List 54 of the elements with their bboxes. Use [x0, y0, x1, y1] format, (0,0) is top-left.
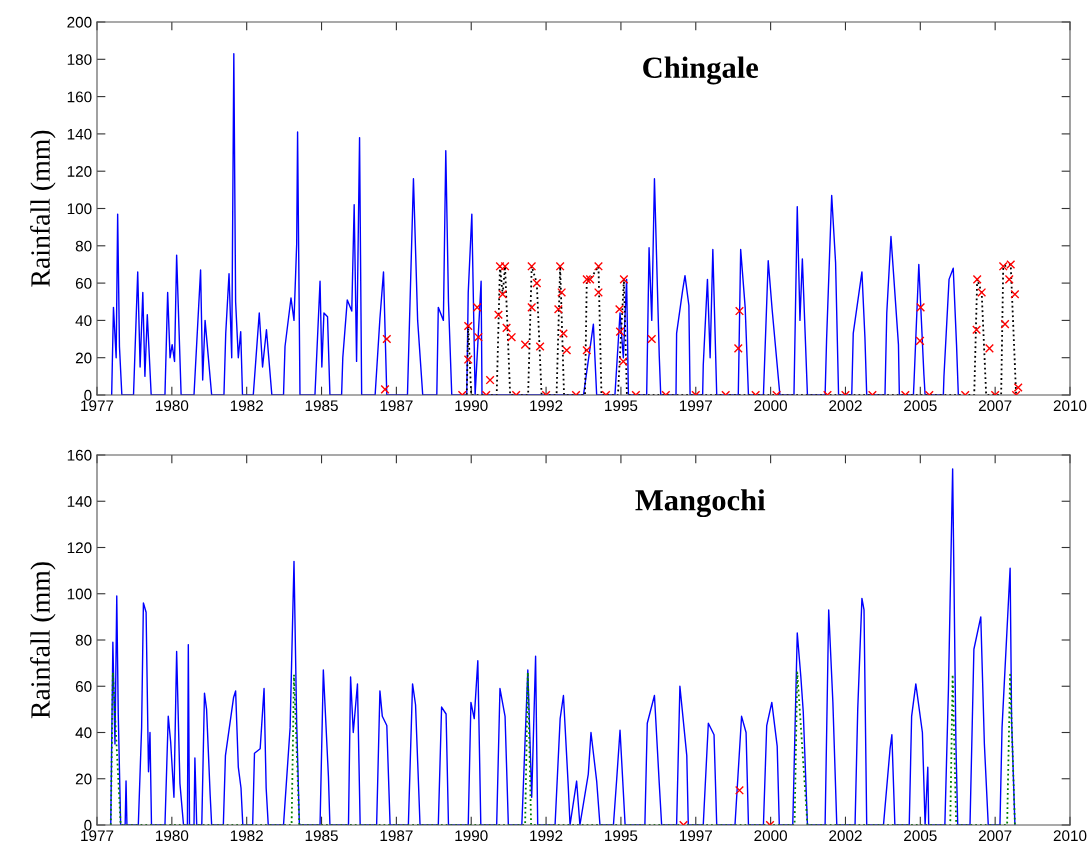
x-tick-label: 1980 [156, 830, 189, 842]
x-tick-label: 1995 [605, 400, 638, 412]
x-tick-label: 2010 [1053, 400, 1087, 412]
x-tick-label: 2002 [829, 400, 862, 412]
x-tick-label: 1977 [81, 830, 114, 842]
y-axis-title: Rainfall (mm) [30, 562, 56, 719]
y-tick-label: 20 [75, 352, 92, 364]
y-tick-label: 60 [75, 681, 92, 692]
x-tick-label: 1997 [679, 830, 712, 842]
y-tick-label: 100 [67, 203, 92, 215]
x-tick-label: 1982 [230, 400, 263, 412]
y-tick-label: 140 [67, 496, 92, 507]
y-tick-label: 80 [75, 240, 92, 252]
x-tick-label: 1987 [380, 400, 413, 412]
x-tick-label: 2007 [978, 830, 1012, 842]
x-tick-label: 2007 [978, 400, 1012, 412]
y-tick-label: 40 [75, 315, 92, 327]
y-tick-label: 100 [67, 588, 92, 600]
x-tick-label: 1977 [81, 400, 114, 412]
y-tick-label: 60 [75, 277, 92, 289]
y-tick-label: 140 [67, 128, 92, 140]
x-tick-label: 1990 [455, 400, 488, 412]
text: Chingale [643, 56, 759, 85]
x-tick-label: 2000 [754, 830, 788, 842]
y-tick-label: 0 [84, 389, 92, 401]
text: Mangochi [635, 489, 766, 518]
line-series [110, 53, 960, 395]
y-tick-label: 120 [67, 542, 92, 554]
x-tick-label: 1997 [679, 400, 712, 412]
x-tick-label: 1992 [530, 400, 563, 412]
x-tick-label: 2002 [829, 830, 862, 842]
y-tick-label: 120 [67, 166, 92, 177]
x-tick-label: 1980 [156, 400, 189, 412]
x-tick-label: 2010 [1053, 830, 1087, 842]
x-tick-label: 2000 [754, 400, 788, 412]
y-tick-label: 80 [75, 634, 92, 646]
x-tick-label: 1987 [380, 830, 413, 842]
line-series [110, 468, 1016, 825]
x-tick-label: 2005 [904, 400, 937, 412]
y-tick-label: 180 [67, 54, 92, 65]
y-tick-label: 40 [75, 727, 92, 739]
y-tick-label: 160 [67, 91, 92, 103]
y-axis-title: Rainfall (mm) [30, 130, 56, 287]
y-tick-label: 160 [67, 449, 92, 461]
x-tick-label: 1982 [230, 830, 263, 842]
x-tick-label: 1995 [605, 830, 638, 842]
x-tick-label: 1985 [305, 400, 338, 412]
x-tick-label: 1992 [530, 830, 563, 842]
y-tick-label: 20 [75, 773, 92, 785]
x-tick-label: 1990 [455, 830, 488, 842]
x-tick-label: 2005 [904, 830, 937, 842]
y-tick-label: 200 [67, 16, 92, 28]
x-tick-label: 1985 [305, 830, 338, 842]
y-tick-label: 0 [84, 819, 92, 831]
